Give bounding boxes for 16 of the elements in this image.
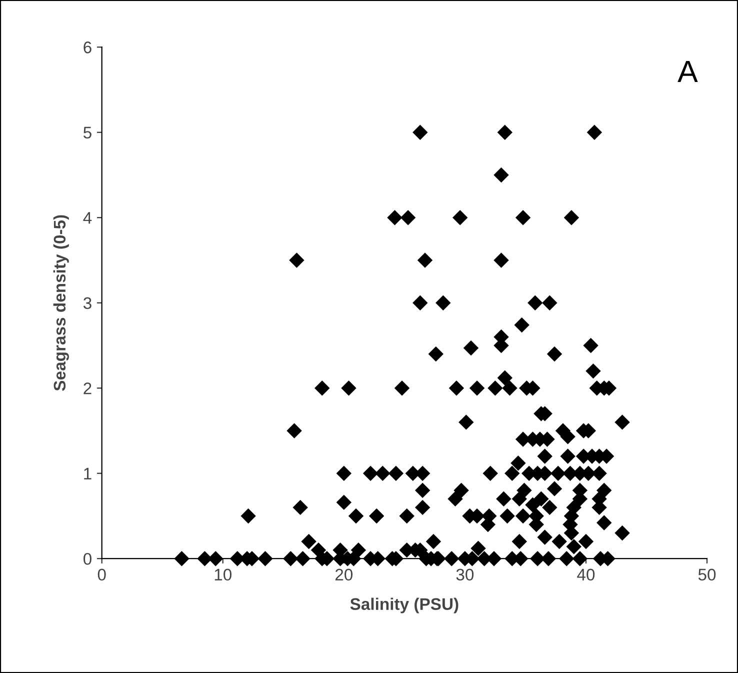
x-tick-label: 40: [577, 568, 595, 581]
x-tick-label: 20: [335, 568, 353, 581]
x-tick-label: 0: [98, 568, 106, 581]
x-tick-label: 10: [214, 568, 232, 581]
annotation: A: [678, 61, 698, 82]
x-axis-title: Salinity (PSU): [350, 598, 458, 614]
y-tick-label: 0: [84, 552, 92, 565]
y-tick-label: 1: [84, 468, 92, 480]
y-tick-label: 4: [83, 212, 92, 224]
x-tick-label: 30: [456, 568, 474, 581]
y-axis-title: Seagrass density (0-5): [53, 215, 69, 391]
y-tick-label: 6: [84, 42, 92, 54]
x-tick-label: 50: [698, 568, 716, 581]
y-tick-label: 5: [84, 126, 92, 139]
y-tick-label: 3: [83, 297, 92, 310]
y-tick-label: 2: [84, 382, 92, 394]
